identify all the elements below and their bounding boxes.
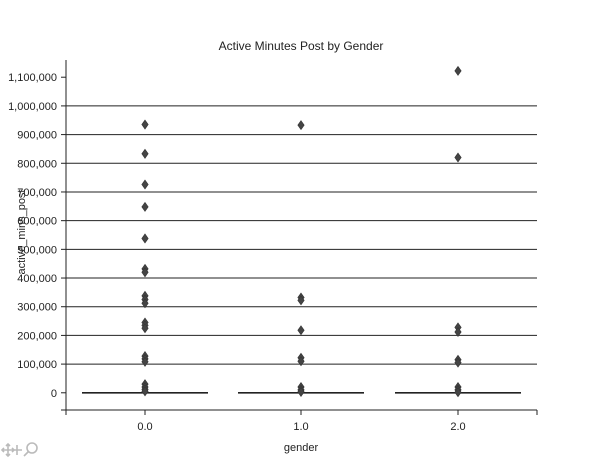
x-tick-label: 2.0 <box>450 421 465 433</box>
pan-zoom-icon[interactable] <box>0 440 44 460</box>
data-point <box>141 179 149 190</box>
data-point <box>454 387 462 398</box>
data-point <box>454 326 462 337</box>
data-point <box>297 356 305 367</box>
data-point <box>141 386 149 397</box>
data-point <box>454 152 462 163</box>
data-point <box>141 119 149 130</box>
x-tick-label: 1.0 <box>293 421 308 433</box>
y-tick-label: 1,000,000 <box>8 101 57 113</box>
gridlines <box>66 105 537 365</box>
y-tick-label: 700,000 <box>17 187 57 199</box>
y-tick-label: 600,000 <box>17 216 57 228</box>
y-tick-label: 500,000 <box>17 244 57 256</box>
y-tick-label: 100,000 <box>17 359 57 371</box>
data-point <box>454 357 462 368</box>
data-point <box>454 65 462 76</box>
y-tick-label: 1,100,000 <box>8 72 57 84</box>
data-point <box>141 298 149 309</box>
x-tick-label: 0.0 <box>137 421 152 433</box>
data-point <box>141 233 149 244</box>
y-axis-label: active_mins_post <box>16 190 28 275</box>
y-tick-label: 200,000 <box>17 330 57 342</box>
toolbar[interactable] <box>0 440 44 460</box>
x-axis: 0.0 1.0 2.0 <box>65 409 538 433</box>
y-tick-label: 0 <box>51 388 57 400</box>
data-point <box>141 356 149 367</box>
data-point <box>297 325 305 336</box>
y-axis: 0 100,000 200,000 300,000 400,000 500,000 600,… <box>8 60 67 411</box>
y-tick-label: 400,000 <box>17 273 57 285</box>
data-points <box>141 65 462 398</box>
y-tick-label: 300,000 <box>17 302 57 314</box>
data-point <box>141 201 149 212</box>
data-point <box>141 267 149 278</box>
data-point <box>141 148 149 159</box>
data-point <box>297 386 305 397</box>
data-point <box>297 120 305 131</box>
chart-title: Active Minutes Post by Gender <box>219 39 384 53</box>
y-tick-label: 800,000 <box>17 158 57 170</box>
data-point <box>141 323 149 334</box>
x-axis-label: gender <box>284 442 319 454</box>
data-point <box>297 295 305 306</box>
y-tick-label: 900,000 <box>17 130 57 142</box>
